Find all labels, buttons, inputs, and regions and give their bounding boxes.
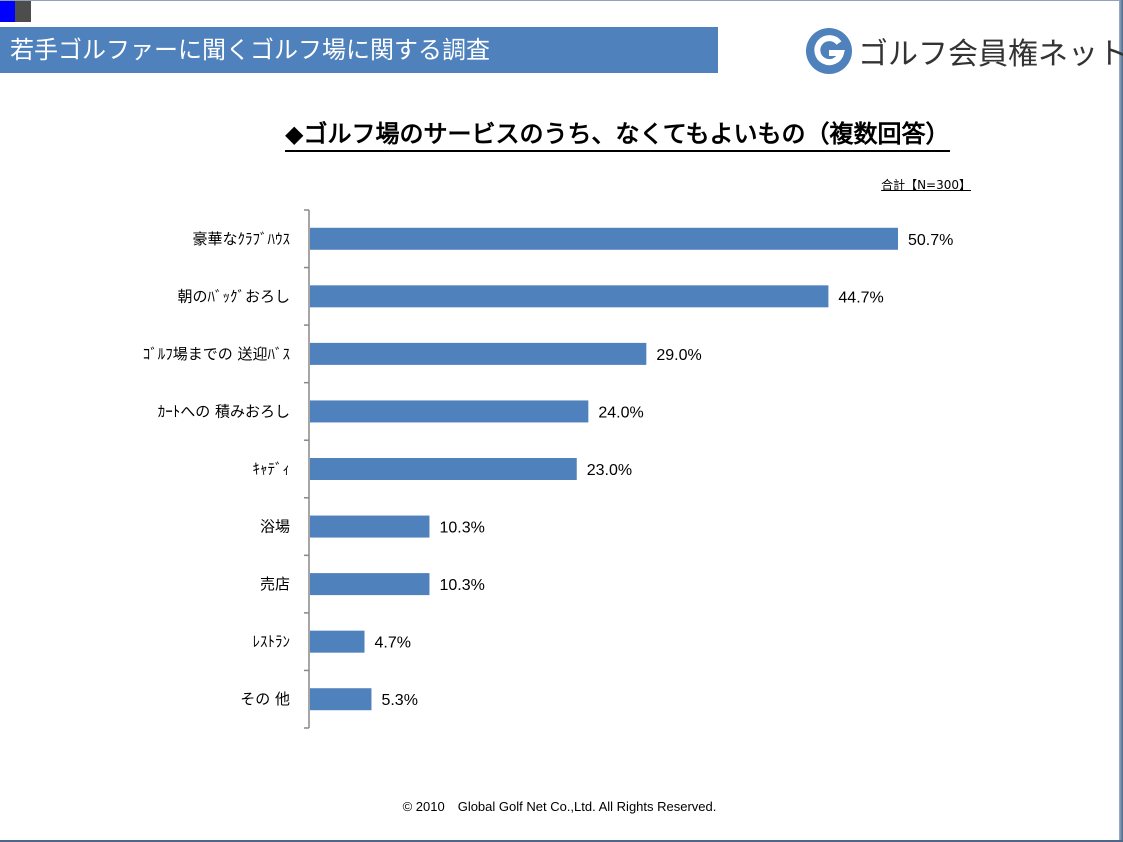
corner-grey-square	[15, 1, 31, 22]
logo-text: ゴルフ会員権ネット	[858, 37, 1123, 72]
bar	[310, 342, 647, 365]
value-label: 10.3%	[439, 520, 484, 537]
value-label: 4.7%	[375, 635, 411, 652]
bar	[310, 458, 577, 480]
bar	[310, 573, 430, 596]
category-label: その 他	[240, 690, 290, 708]
bar	[310, 285, 829, 308]
bar	[310, 630, 365, 653]
value-label: 10.3%	[439, 577, 484, 594]
category-label: ｷｬﾃﾞｨ	[252, 460, 290, 478]
chart-title: ◆ゴルフ場のサービスのうち、なくてもよいもの（複数回答）	[285, 118, 950, 152]
company-logo: ゴルフ会員権ネット	[806, 26, 1123, 76]
top-border-line	[0, 0, 1119, 1]
value-label: 44.7%	[838, 289, 883, 306]
slide-right-border	[1119, 0, 1123, 842]
category-label: ｶｰﾄへの 積みおろし	[158, 402, 290, 420]
bar	[310, 227, 898, 250]
slide-bottom-border	[0, 840, 1123, 842]
bar	[310, 688, 372, 711]
corner-blue-square	[0, 1, 15, 22]
category-label: 朝のﾊﾞｯｸﾞおろし	[177, 287, 290, 305]
copyright-footer: © 2010 Global Golf Net Co.,Ltd. All Righ…	[402, 799, 717, 814]
g-circle-icon	[806, 28, 852, 74]
category-label: ｺﾞﾙﾌ場までの 送迎ﾊﾞｽ	[143, 345, 290, 363]
category-label: 豪華なｸﾗﾌﾞﾊｳｽ	[192, 230, 290, 248]
sample-size-note: 合計【N=300】	[881, 178, 971, 192]
value-label: 24.0%	[598, 404, 643, 421]
value-label: 5.3%	[381, 692, 417, 709]
bar	[310, 515, 430, 538]
header-title: 若手ゴルファーに聞くゴルフ場に関する調査	[0, 27, 718, 73]
category-label: 浴場	[260, 518, 290, 536]
value-label: 23.0%	[587, 462, 632, 479]
value-label: 29.0%	[656, 347, 701, 364]
category-label: 売店	[260, 575, 290, 593]
value-label: 50.7%	[908, 232, 953, 249]
category-label: ﾚｽﾄﾗﾝ	[252, 633, 290, 651]
bar	[310, 400, 589, 423]
